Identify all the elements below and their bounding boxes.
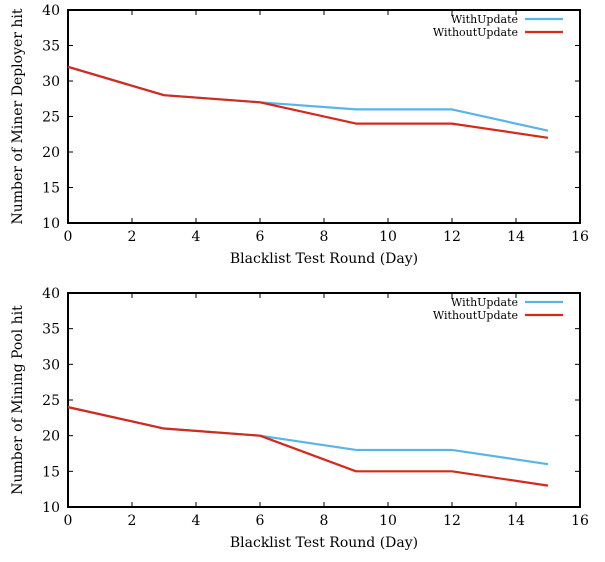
series-line-WithUpdate xyxy=(67,65,549,132)
x-tick-label: 16 xyxy=(571,513,589,529)
y-tick-label: 10 xyxy=(42,216,60,232)
y-tick-label: 30 xyxy=(42,357,60,373)
y-tick-label: 20 xyxy=(42,145,60,161)
y-tick-label: 40 xyxy=(42,3,60,19)
x-tick-label: 10 xyxy=(379,513,397,529)
series-line-WithoutUpdate xyxy=(67,65,549,139)
x-tick-label: 6 xyxy=(256,513,265,529)
y-tick-label: 35 xyxy=(42,39,60,55)
y-tick-label: 15 xyxy=(42,181,60,197)
legend-entry-label: WithUpdate xyxy=(451,13,518,26)
y-tick-label: 35 xyxy=(42,322,60,338)
legend-entry-label: WithoutUpdate xyxy=(433,309,518,322)
x-tick-label: 14 xyxy=(507,229,525,245)
series-line-WithoutUpdate xyxy=(67,406,549,487)
series-line-WithUpdate xyxy=(67,406,549,466)
x-tick-label: 6 xyxy=(256,229,265,245)
y-axis-label: Number of Mining Pool hit xyxy=(10,305,26,495)
x-tick-label: 8 xyxy=(320,229,329,245)
plot-frame xyxy=(67,292,581,508)
x-tick-label: 16 xyxy=(571,229,589,245)
x-tick-label: 8 xyxy=(320,513,329,529)
x-tick-label: 2 xyxy=(128,513,137,529)
x-tick-label: 12 xyxy=(443,229,461,245)
y-tick-label: 30 xyxy=(42,74,60,90)
x-axis-label: Blacklist Test Round (Day) xyxy=(230,251,418,267)
x-tick-label: 0 xyxy=(64,229,73,245)
chart-panel-1: 0 2 4 6 8 10 12 14 16 10 15 20 25 30 35 40 Blacklist Tes… xyxy=(10,3,589,267)
y-tick-label: 20 xyxy=(42,429,60,445)
x-tick-label: 12 xyxy=(443,513,461,529)
x-tick-label: 14 xyxy=(507,513,525,529)
x-tick-label: 4 xyxy=(192,513,201,529)
x-axis-label: Blacklist Test Round (Day) xyxy=(230,535,418,551)
x-tick-label: 2 xyxy=(128,229,137,245)
y-tick-label: 25 xyxy=(42,393,60,409)
x-tick-label: 10 xyxy=(379,229,397,245)
y-tick-label: 25 xyxy=(42,110,60,126)
y-tick-label: 15 xyxy=(42,464,60,480)
legend-entry-label: WithoutUpdate xyxy=(433,26,518,39)
y-tick-label: 40 xyxy=(42,286,60,302)
chart-panel-2: 0 2 4 6 8 10 12 14 16 10 15 20 25 30 35 40 Blacklist Tes… xyxy=(10,286,589,551)
y-tick-label: 10 xyxy=(42,500,60,516)
x-tick-label: 4 xyxy=(192,229,201,245)
x-tick-label: 0 xyxy=(64,513,73,529)
y-axis-label: Number of Miner Deployer hit xyxy=(10,8,26,224)
legend-entry-label: WithUpdate xyxy=(451,296,518,309)
